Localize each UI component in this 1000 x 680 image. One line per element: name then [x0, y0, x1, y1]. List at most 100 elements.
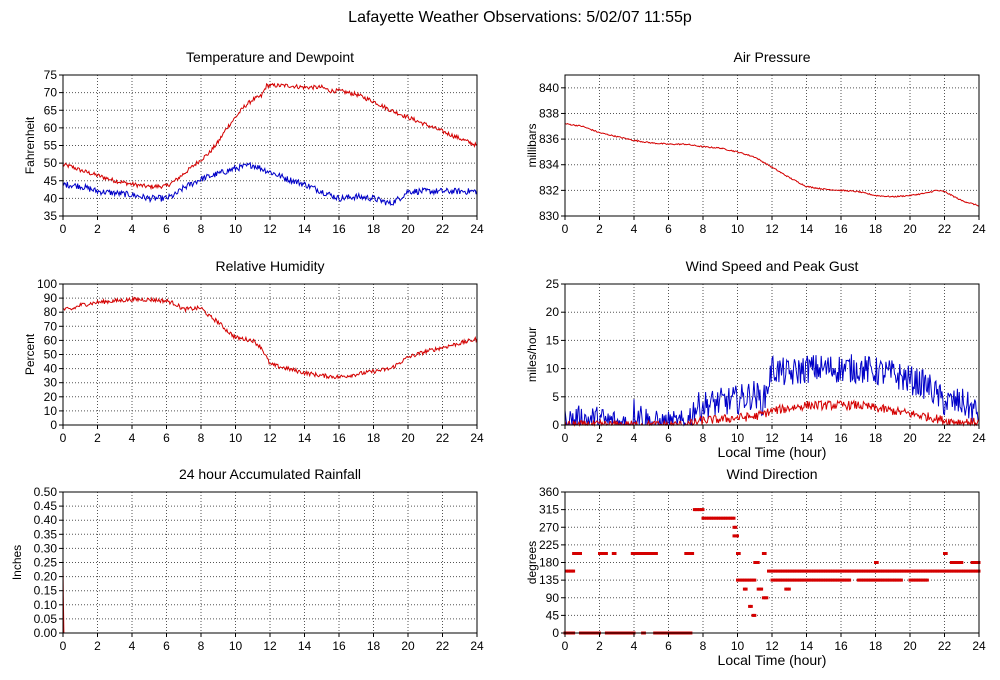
data-point [705, 516, 708, 520]
y-tick-label: 45 [546, 608, 560, 622]
data-point [646, 552, 650, 555]
data-point [737, 578, 741, 582]
data-point [703, 516, 707, 520]
x-tick-label: 12 [765, 222, 779, 236]
data-point [846, 578, 850, 582]
data-point [761, 596, 765, 600]
data-point [875, 561, 879, 564]
data-point [753, 561, 757, 564]
chart-title: Air Pressure [733, 49, 810, 65]
data-point [837, 569, 841, 573]
x-tick-label: 16 [834, 431, 848, 445]
data-point [792, 569, 796, 573]
x-tick-label: 18 [367, 639, 381, 653]
data-point [817, 578, 821, 582]
x-tick-label: 0 [562, 431, 569, 445]
y-axis-label: Inches [10, 545, 24, 580]
x-tick-label: 0 [60, 431, 67, 445]
chart-title: Wind Speed and Peak Gust [686, 258, 859, 274]
x-tick-label: 8 [700, 222, 707, 236]
data-point [951, 561, 955, 564]
data-point [874, 561, 877, 564]
data-point [870, 569, 874, 573]
data-point [860, 578, 864, 582]
x-tick-label: 0 [562, 639, 569, 653]
data-point [732, 516, 736, 520]
data-point [696, 508, 700, 512]
x-tick-label: 12 [263, 222, 277, 236]
data-point [825, 569, 829, 573]
data-point [891, 578, 895, 582]
data-point [806, 569, 810, 573]
data-point [887, 569, 891, 573]
x-tick-label: 10 [229, 431, 243, 445]
data-point [839, 569, 843, 573]
data-point [856, 569, 860, 573]
data-point [805, 569, 808, 573]
data-point [572, 552, 576, 555]
data-point [636, 552, 639, 555]
data-point [789, 578, 793, 582]
x-tick-label: 16 [332, 222, 346, 236]
x-tick-label: 6 [163, 431, 170, 445]
data-point [836, 569, 839, 573]
x-tick-label: 24 [470, 222, 484, 236]
data-point [860, 569, 864, 573]
data-point [751, 578, 755, 582]
data-point [936, 569, 940, 573]
series-line-red [564, 399, 980, 427]
data-point [723, 516, 727, 520]
data-point [879, 578, 883, 582]
data-point [934, 569, 938, 573]
data-point [579, 552, 582, 555]
data-point [803, 578, 807, 582]
data-point [611, 552, 615, 555]
y-tick-label: 135 [539, 573, 559, 587]
data-point [799, 569, 803, 573]
data-point [868, 578, 872, 582]
data-point [810, 569, 814, 573]
data-point [741, 578, 745, 582]
data-point [736, 578, 739, 582]
data-point [779, 569, 783, 573]
x-tick-label: 0 [562, 222, 569, 236]
data-point [603, 552, 607, 555]
data-point [827, 578, 831, 582]
data-point [573, 552, 577, 555]
grid-lines [63, 492, 477, 633]
data-point [889, 578, 893, 582]
data-point [974, 569, 978, 573]
data-point [572, 569, 576, 573]
data-point [811, 578, 815, 582]
data-point [815, 578, 819, 582]
data-point [780, 578, 784, 582]
data-point [920, 578, 924, 582]
grid-lines [565, 492, 979, 633]
data-point [779, 578, 783, 582]
data-point [736, 552, 739, 555]
data-point [787, 569, 791, 573]
x-tick-label: 16 [834, 639, 848, 653]
data-point [913, 569, 917, 573]
y-tick-label: 90 [546, 591, 560, 605]
y-tick-label: 80 [44, 305, 58, 319]
y-tick-label: 50 [44, 348, 58, 362]
data-point [880, 578, 884, 582]
data-point [749, 604, 753, 608]
x-tick-label: 0 [60, 639, 67, 653]
y-tick-label: 90 [44, 291, 58, 305]
x-tick-label: 0 [60, 222, 67, 236]
y-tick-label: 0.50 [34, 485, 58, 499]
data-point [886, 569, 890, 573]
data-point [865, 578, 869, 582]
data-point [715, 516, 719, 520]
data-point [749, 578, 753, 582]
y-axis-label: Fahrenheit [23, 116, 37, 174]
x-tick-label: 24 [972, 639, 986, 653]
data-point [824, 578, 827, 582]
data-point [632, 552, 636, 555]
y-tick-label: 0 [552, 418, 559, 432]
